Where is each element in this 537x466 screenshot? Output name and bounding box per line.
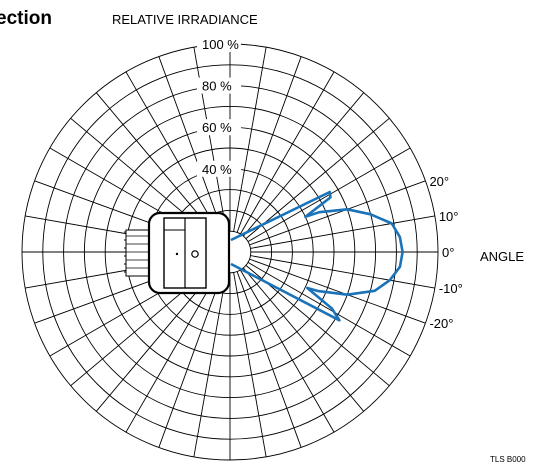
grid-spoke (240, 269, 335, 433)
grid-spoke (250, 255, 435, 289)
grid-spoke (245, 117, 390, 239)
page-heading-fragment: ection (0, 8, 52, 29)
grid-spoke (125, 269, 220, 433)
angle-tick-label: 20° (429, 174, 449, 189)
grid-spoke (243, 92, 365, 237)
grid-spoke (158, 56, 224, 233)
grid-spoke (236, 271, 302, 448)
grid-spoke (240, 71, 335, 235)
radial-tick-label: 100 % (202, 37, 239, 52)
angle-tick-label: 0° (442, 245, 454, 260)
emitter-dot (191, 250, 199, 258)
angle-tick-label: -20° (429, 316, 453, 331)
radial-tick-bg (197, 77, 241, 94)
grid-spoke (233, 272, 267, 457)
chart-labels: ection RELATIVE IRRADIANCE ANGLE TLS B00… (0, 8, 526, 464)
chart-title: RELATIVE IRRADIANCE (112, 12, 258, 27)
radial-tick-bg (197, 160, 241, 177)
grid-spoke (233, 47, 267, 232)
grid-spoke (158, 271, 224, 448)
grid-spoke (125, 71, 220, 235)
angle-tick-label: 10° (439, 209, 459, 224)
reference-code: TLS B000 (490, 455, 526, 464)
grid-spoke (249, 180, 426, 246)
grid-spoke (193, 272, 227, 457)
series-line (230, 190, 404, 322)
angle-axis-label: ANGLE (480, 249, 524, 264)
grid-spoke (250, 215, 435, 249)
grid-spoke (193, 47, 227, 232)
grid-spoke (249, 258, 426, 324)
radial-tick-bg (197, 119, 241, 136)
grid-spoke (236, 56, 302, 233)
led-device-icon (124, 211, 231, 295)
irradiance-curves (230, 190, 404, 322)
grid-spoke (247, 262, 411, 357)
angle-tick-label: -10° (439, 281, 463, 296)
radial-tick-label: 80 % (202, 79, 232, 94)
radial-tick-bg (197, 36, 241, 52)
radial-tick-label: 40 % (202, 162, 232, 177)
center-dot (175, 252, 179, 256)
grid-spoke (243, 267, 365, 412)
radial-tick-label: 60 % (202, 120, 232, 135)
